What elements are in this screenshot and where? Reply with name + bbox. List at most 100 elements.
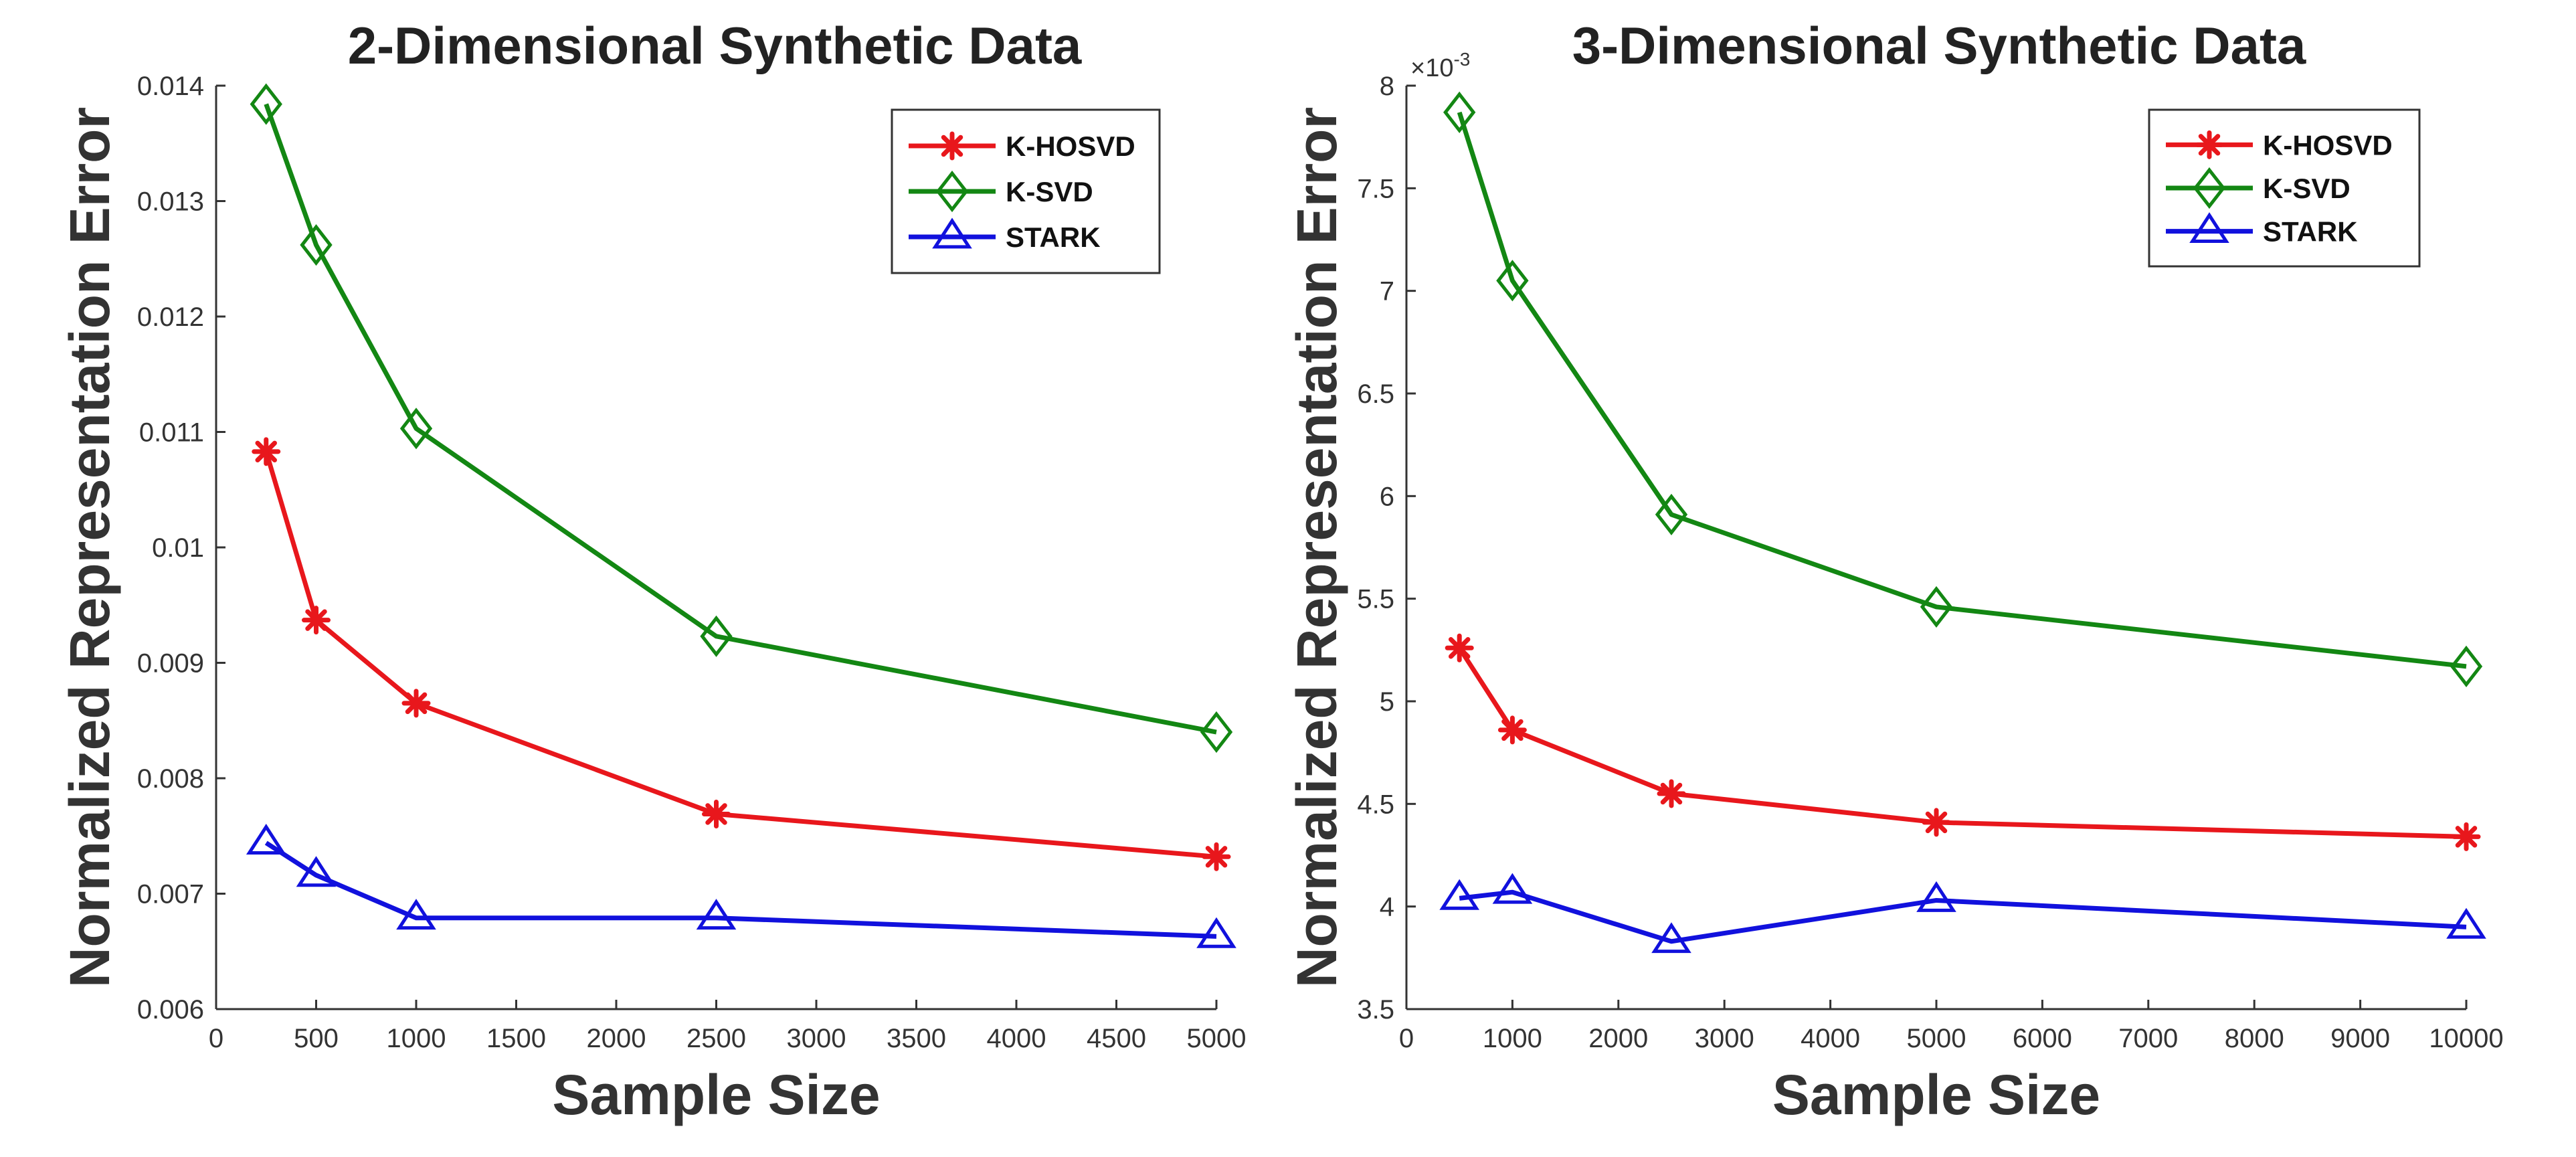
- data-point-diamond: [2450, 645, 2483, 687]
- data-point-star-stroke: [1448, 637, 1471, 659]
- x-tick-label: 5000: [1907, 1024, 1966, 1053]
- legend-marker-diamond: [2193, 167, 2226, 209]
- x-tick-label: 6000: [2013, 1024, 2072, 1053]
- x-tick-label: 4000: [987, 1024, 1046, 1053]
- data-point-star: [302, 606, 331, 635]
- series-line: [1457, 111, 2467, 669]
- x-tick-label: 1000: [1483, 1024, 1542, 1053]
- legend-label: STARK: [2263, 216, 2358, 248]
- x-tick-label: 2000: [1588, 1024, 1648, 1053]
- x-tick-label: 3500: [887, 1024, 946, 1053]
- data-point-star-stroke: [2455, 826, 2478, 848]
- data-point-star-stroke: [305, 609, 327, 631]
- legend-marker-triangle: [932, 217, 972, 249]
- x-tick-label: 2500: [686, 1024, 746, 1053]
- legend-entry-stark: STARK: [909, 217, 1101, 253]
- y-axis-label: Normalized Representation Error: [1285, 107, 1348, 988]
- y-tick-label: 7.5: [1357, 174, 1394, 203]
- data-point-star: [1922, 808, 1951, 837]
- legend-marker-triangle: [2189, 212, 2229, 244]
- data-point-star: [1202, 842, 1231, 871]
- data-point-star-stroke: [405, 692, 428, 715]
- y-tick-label: 0.012: [137, 302, 204, 332]
- x-tick-label: 4000: [1801, 1024, 1860, 1053]
- y-tick-label: 0.006: [137, 995, 204, 1025]
- legend-marker-diamond: [935, 170, 969, 213]
- data-point-diamond: [1655, 493, 1688, 536]
- x-tick-label: 5000: [1187, 1024, 1247, 1053]
- data-point-diamond: [250, 83, 282, 125]
- legend-label: K-SVD: [2263, 173, 2351, 204]
- chart-1: 2-Dimensional Synthetic Data 0 500 1000 1500…: [58, 16, 1246, 1126]
- y-tick-label: 4: [1380, 893, 1394, 922]
- data-point-triangle: [1196, 917, 1236, 948]
- x-tick-label: 0: [209, 1024, 223, 1053]
- series-k-hosvd: [1445, 633, 2481, 851]
- x-tick-label: 8000: [2225, 1024, 2284, 1053]
- x-tick-label: 4500: [1087, 1024, 1146, 1053]
- y-tick-label: 6.5: [1357, 379, 1394, 409]
- data-point-triangle: [696, 899, 737, 930]
- legend-label: K-SVD: [1006, 176, 1093, 207]
- series-line: [1459, 889, 2467, 944]
- data-point-star: [1497, 715, 1527, 745]
- legend-entry-k-hosvd: K-HOSVD: [2166, 129, 2393, 161]
- y-exponent-label: ×10-3: [1410, 49, 1470, 82]
- x-axis-label: Sample Size: [552, 1063, 880, 1126]
- data-point-star-stroke: [705, 803, 727, 825]
- legend-entry-stark: STARK: [2166, 212, 2358, 248]
- y-tick-label: 0.007: [137, 880, 204, 909]
- y-axis-label: Normalized Representation Error: [58, 107, 121, 988]
- y-exponent-power: -3: [1453, 49, 1470, 70]
- data-point-star: [401, 689, 431, 718]
- series-k-svd: [250, 83, 1233, 753]
- series-k-hosvd: [252, 437, 1231, 871]
- y-tick-label: 4.5: [1357, 790, 1394, 819]
- data-point-star: [1657, 779, 1686, 808]
- data-point-triangle: [1916, 881, 1956, 912]
- chart-title: 3-Dimensional Synthetic Data: [1572, 16, 2306, 75]
- legend-marker-star: [937, 131, 967, 161]
- x-tick-label: 2000: [587, 1024, 646, 1053]
- data-point-triangle: [1439, 879, 1479, 910]
- data-point-triangle: [2446, 907, 2486, 939]
- legend: K-HOSVD K-SVD STARK: [2148, 108, 2421, 268]
- data-point-star-stroke: [1660, 782, 1683, 805]
- legend-label: K-HOSVD: [2263, 129, 2393, 161]
- data-point-diamond: [1496, 260, 1529, 302]
- y-exponent-base: ×10: [1410, 54, 1453, 82]
- legend-marker-star-stroke: [2198, 134, 2221, 156]
- series-line: [264, 450, 1217, 859]
- x-tick-label: 7000: [2118, 1024, 2178, 1053]
- y-tick-label: 0.013: [137, 187, 204, 217]
- x-tick-label: 1500: [486, 1024, 546, 1053]
- legend-entry-k-svd: K-SVD: [2166, 167, 2351, 209]
- data-point-star: [702, 799, 731, 828]
- data-point-star: [252, 437, 281, 466]
- y-tick-label: 0.009: [137, 649, 204, 679]
- chart-title: 2-Dimensional Synthetic Data: [348, 16, 1082, 75]
- y-tick-label: 0.014: [137, 72, 204, 101]
- x-tick-label: 500: [294, 1024, 339, 1053]
- data-point-star-stroke: [1205, 846, 1228, 868]
- y-tick-label: 3.5: [1357, 995, 1394, 1025]
- chart-2: 3-Dimensional Synthetic Data 0 1000 2000 300…: [1285, 16, 2504, 1126]
- data-point-triangle: [396, 899, 436, 930]
- y-tick-label: 5.5: [1357, 585, 1394, 614]
- data-point-star-stroke: [255, 440, 277, 463]
- series-line: [1457, 646, 2467, 839]
- data-point-star-stroke: [1501, 719, 1524, 741]
- y-tick-label: 6: [1380, 482, 1394, 511]
- data-point-star-stroke: [1925, 811, 1948, 834]
- x-tick-label: 9000: [2330, 1024, 2390, 1053]
- data-point-triangle: [1651, 922, 1691, 954]
- legend-marker-star-stroke: [941, 135, 963, 157]
- data-point-diamond: [1200, 711, 1233, 753]
- data-point-triangle: [1492, 873, 1533, 904]
- legend-entry-k-svd: K-SVD: [909, 170, 1093, 213]
- data-point-star: [1445, 633, 1474, 662]
- y-tick-label: 8: [1380, 72, 1394, 101]
- x-tick-label: 1000: [387, 1024, 446, 1053]
- series-k-svd: [1443, 91, 2483, 687]
